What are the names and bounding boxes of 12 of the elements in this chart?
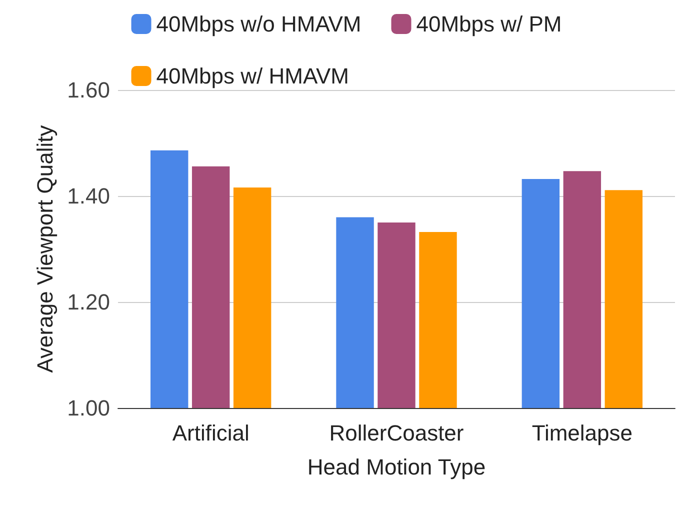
legend-label: 40Mbps w/ HMAVM: [156, 64, 350, 88]
legend-label: 40Mbps w/ PM: [416, 12, 562, 36]
y-tick-label: 1.40: [67, 184, 110, 208]
x-tick-label: Timelapse: [532, 420, 633, 446]
y-axis-title: Average Viewport Quality: [32, 125, 58, 373]
y-tick-label: 1.60: [67, 78, 110, 102]
x-tick-label: Artificial: [172, 420, 250, 446]
x-tick-label: RollerCoaster: [329, 420, 464, 446]
y-tick-label: 1.00: [67, 396, 110, 420]
y-tick-label: 1.20: [67, 290, 110, 314]
legend-label: 40Mbps w/o HMAVM: [156, 12, 362, 36]
x-axis-title: Head Motion Type: [307, 454, 486, 480]
